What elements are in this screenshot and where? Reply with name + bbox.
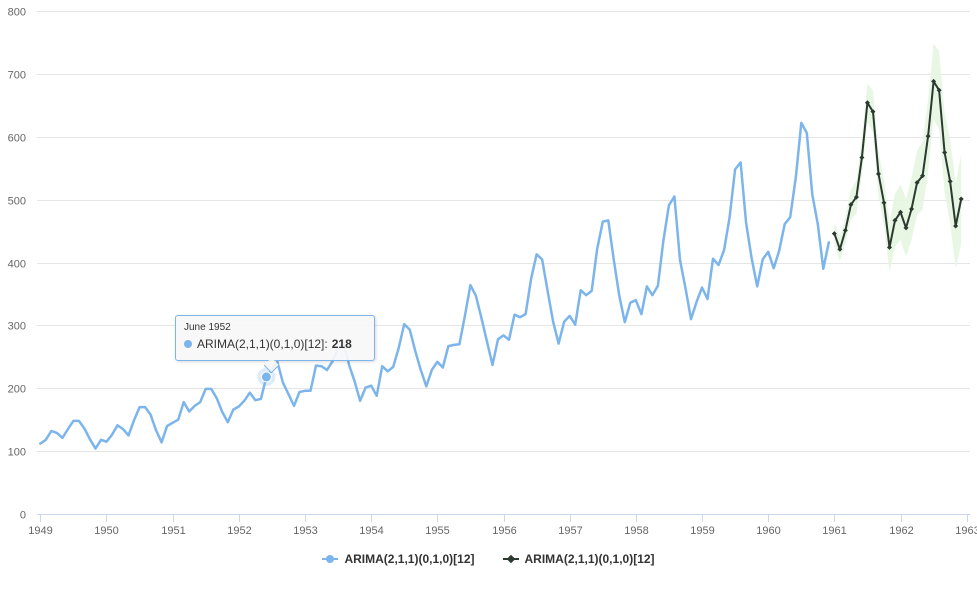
series-point[interactable] xyxy=(848,202,854,208)
x-tick-label: 1956 xyxy=(492,525,516,537)
tooltip: June 1952 ARIMA(2,1,1)(0,1,0)[12] : 218 xyxy=(175,315,375,361)
series-point[interactable] xyxy=(886,244,892,250)
x-tick-label: 1954 xyxy=(359,525,383,537)
series-point[interactable] xyxy=(925,133,931,139)
x-tick-label: 1949 xyxy=(28,525,52,537)
series-point[interactable] xyxy=(953,223,959,229)
y-tick-label: 100 xyxy=(8,447,26,459)
series-point[interactable] xyxy=(942,149,948,155)
x-tick-label: 1962 xyxy=(889,525,913,537)
series-point[interactable] xyxy=(958,196,964,202)
hover-point xyxy=(260,371,272,383)
tooltip-separator: : xyxy=(324,337,328,351)
series-point[interactable] xyxy=(875,171,881,177)
x-tick-label: 1963 xyxy=(955,525,977,537)
y-tick-label: 500 xyxy=(8,196,26,208)
x-tick-label: 1959 xyxy=(690,525,714,537)
series-point[interactable] xyxy=(903,225,909,231)
series-point[interactable] xyxy=(859,154,865,160)
x-tick-label: 1957 xyxy=(558,525,582,537)
legend-item-history[interactable]: ARIMA(2,1,1)(0,1,0)[12] xyxy=(322,552,475,566)
series-point[interactable] xyxy=(931,78,937,84)
x-tick-label: 1961 xyxy=(822,525,846,537)
legend: ARIMA(2,1,1)(0,1,0)[12] ARIMA(2,1,1)(0,1… xyxy=(0,552,977,566)
series-point[interactable] xyxy=(881,200,887,206)
y-tick-label: 200 xyxy=(8,384,26,396)
y-tick-label: 600 xyxy=(8,133,26,145)
x-tick-label: 1953 xyxy=(293,525,317,537)
x-tick-label: 1958 xyxy=(624,525,648,537)
legend-circle-icon xyxy=(322,554,339,564)
x-tick-label: 1955 xyxy=(425,525,449,537)
series-point[interactable] xyxy=(864,100,870,106)
series-line-0[interactable] xyxy=(39,121,831,450)
series-point[interactable] xyxy=(909,206,915,212)
series-point[interactable] xyxy=(842,227,848,233)
series-point[interactable] xyxy=(870,109,876,115)
y-grid xyxy=(37,11,970,452)
tooltip-value: 218 xyxy=(331,337,352,351)
tooltip-series-name: ARIMA(2,1,1)(0,1,0)[12] xyxy=(197,337,325,351)
forecast-band xyxy=(834,43,962,272)
y-tick-label: 800 xyxy=(8,7,26,19)
x-axis: 1949 1950 1951 1952 1953 1954 1955 1956 1957 1958… xyxy=(28,514,977,537)
tooltip-line: ARIMA(2,1,1)(0,1,0)[12] : 218 xyxy=(184,337,366,351)
x-tick-label: 1952 xyxy=(227,525,251,537)
legend-diamond-icon xyxy=(502,554,519,564)
forecast-confidence-band xyxy=(834,43,962,272)
series-point[interactable] xyxy=(892,217,898,223)
y-tick-label: 400 xyxy=(8,259,26,271)
tooltip-date: June 1952 xyxy=(184,322,231,333)
legend-label-history: ARIMA(2,1,1)(0,1,0)[12] xyxy=(344,552,475,566)
legend-item-forecast[interactable]: ARIMA(2,1,1)(0,1,0)[12] xyxy=(502,552,655,566)
x-tick-label: 1960 xyxy=(756,525,780,537)
series-point[interactable] xyxy=(837,246,843,252)
legend-label-forecast: ARIMA(2,1,1)(0,1,0)[12] xyxy=(524,552,655,566)
y-tick-label: 0 xyxy=(20,510,26,522)
series-point[interactable] xyxy=(898,209,904,215)
series-point[interactable] xyxy=(936,87,942,93)
x-tick-label: 1951 xyxy=(161,525,185,537)
y-axis: 0 100 200 300 400 500 600 700 800 xyxy=(8,7,26,522)
x-tick-label: 1950 xyxy=(94,525,118,537)
series-point[interactable] xyxy=(831,231,837,237)
series-point[interactable] xyxy=(914,180,920,186)
series-point[interactable] xyxy=(947,178,953,184)
y-tick-label: 300 xyxy=(8,321,26,333)
series-point[interactable] xyxy=(920,173,926,179)
tooltip-series-dot xyxy=(184,340,192,348)
series-lines[interactable] xyxy=(39,78,964,450)
series-point[interactable] xyxy=(853,194,859,200)
y-tick-label: 700 xyxy=(8,70,26,82)
